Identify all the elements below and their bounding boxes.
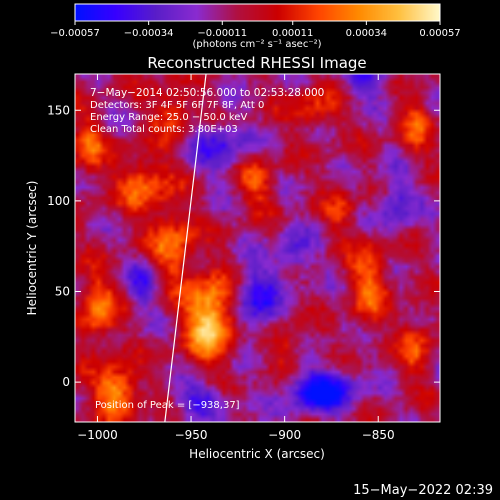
y-tick-label: 50: [55, 285, 70, 299]
colorbar-ticks: −0.00057 −0.00034 −0.00011 0.00011 0.00034 0.…: [50, 21, 461, 39]
x-tick-label: −950: [175, 428, 208, 442]
chart-title: Reconstructed RHESSI Image: [147, 54, 366, 72]
colorbar-tick-label: 0.00034: [346, 28, 387, 39]
colorbar-tick-label: 0.00057: [419, 28, 460, 39]
annotation-energy-range: Energy Range: 25.0 − 50.0 keV: [90, 112, 247, 123]
colorbar-tick-label: −0.00057: [50, 28, 100, 39]
x-tick-label: −850: [362, 428, 395, 442]
y-tick-label: 150: [47, 103, 70, 117]
plot-frame: [74, 73, 441, 423]
y-axis-ticks: 0 50 100 150: [47, 103, 440, 389]
x-tick-label: −1000: [77, 428, 118, 442]
solar-limb-line: [164, 73, 207, 423]
heatmap-image: [75, 74, 440, 422]
annotation-detectors: Detectors: 3F 4F 5F 6F 7F 8F, Att 0: [90, 100, 264, 111]
colorbar-gradient: [75, 4, 440, 21]
y-tick-label: 0: [62, 375, 70, 389]
annotation-clean-counts: Clean Total counts: 3.80E+03: [90, 124, 238, 135]
y-tick-label: 100: [47, 194, 70, 208]
footer-timestamp: 15−May−2022 02:39: [353, 483, 493, 498]
colorbar-frame: [74, 3, 441, 22]
x-axis-ticks: −1000 −950 −900 −850: [77, 74, 395, 442]
x-tick-label: −900: [268, 428, 301, 442]
colorbar-units: (photons cm⁻² s⁻¹ asec⁻²): [192, 39, 321, 50]
colorbar-tick-label: −0.00011: [197, 28, 247, 39]
annotation-block: 7−May−2014 02:50:56.000 to 02:53:28.000 …: [90, 87, 324, 135]
colorbar: −0.00057 −0.00034 −0.00011 0.00011 0.00034 0.…: [50, 3, 461, 50]
y-axis-label: Heliocentric Y (arcsec): [25, 181, 39, 316]
colorbar-tick-label: 0.00011: [272, 28, 313, 39]
x-axis-label: Heliocentric X (arcsec): [189, 447, 325, 461]
colorbar-tick-label: −0.00034: [124, 28, 174, 39]
annotation-time-range: 7−May−2014 02:50:56.000 to 02:53:28.000: [90, 87, 324, 99]
peak-position-label: Position of Peak = [−938,37]: [95, 400, 240, 411]
